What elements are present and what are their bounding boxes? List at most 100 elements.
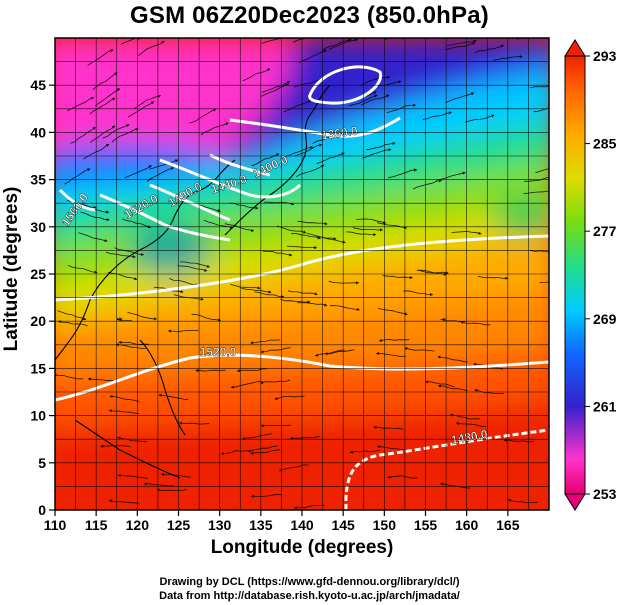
streamline	[329, 305, 361, 312]
y-tick-label: 40	[30, 124, 46, 140]
streamline	[89, 125, 116, 144]
credit-drawing: Drawing by DCL (https://www.gfd-dennou.o…	[159, 576, 460, 588]
streamline	[349, 450, 380, 454]
streamline	[78, 232, 108, 243]
streamline	[230, 380, 261, 389]
streamline	[436, 171, 466, 181]
page-title: GSM 06Z20Dec2023 (850.0hPa)	[130, 2, 489, 29]
colorbar-tick-label: 253	[593, 486, 617, 502]
streamline	[177, 265, 208, 272]
colorbar-tick-label: 285	[593, 136, 617, 152]
streamline	[365, 141, 396, 151]
streamline	[328, 280, 360, 285]
streamline	[322, 38, 352, 50]
streamline	[70, 126, 97, 144]
y-tick-label: 5	[38, 455, 46, 471]
streamline	[460, 320, 491, 326]
streamline	[278, 464, 309, 472]
streamline	[293, 38, 307, 43]
streamline	[535, 168, 549, 174]
colorbar-bottom-arrow	[564, 493, 586, 511]
streamline	[312, 131, 341, 144]
streamline	[291, 233, 322, 240]
streamline	[108, 409, 140, 415]
streamline	[117, 436, 148, 443]
streamline	[87, 377, 119, 383]
contour-label: 1480.0	[450, 427, 489, 447]
streamline	[55, 373, 84, 380]
streamline	[224, 223, 255, 232]
streamline	[375, 351, 407, 358]
y-tick-label: 45	[30, 77, 46, 93]
colorbar-top-arrow	[564, 39, 586, 57]
streamline	[250, 449, 281, 455]
streamline	[230, 284, 261, 290]
streamline	[156, 488, 187, 492]
streamline	[316, 152, 345, 165]
y-tick-label: 15	[30, 360, 46, 376]
y-axis-label: Latitude (degrees)	[1, 186, 22, 352]
x-tick-label: 130	[208, 517, 232, 533]
streamline	[87, 49, 114, 66]
x-tick-label: 150	[373, 517, 397, 533]
streamline	[492, 55, 523, 61]
streamline	[294, 143, 323, 157]
streamline	[412, 179, 443, 190]
streamline	[424, 380, 455, 388]
streamline	[539, 281, 549, 283]
streamline	[241, 433, 272, 441]
streamline	[418, 269, 449, 275]
x-tick-label: 140	[290, 517, 314, 533]
streamline	[261, 38, 283, 44]
streamline	[236, 368, 267, 373]
axis-ticks: 110 115 120 125 130 135 140 145 150 155 160 165 0 5 10…	[30, 77, 519, 533]
streamline	[276, 225, 307, 234]
streamline	[530, 85, 549, 88]
streamline	[180, 261, 211, 268]
streamline	[254, 291, 285, 299]
streamline	[108, 499, 140, 504]
streamline	[169, 278, 199, 287]
coastline	[55, 84, 331, 479]
streamline	[242, 68, 271, 82]
streamline	[404, 347, 435, 352]
streamline	[360, 75, 391, 86]
streamline	[149, 159, 179, 170]
streamline	[378, 307, 408, 316]
streamline	[362, 148, 392, 159]
streamline	[352, 227, 384, 232]
streamline	[474, 44, 504, 54]
streamline	[133, 94, 162, 110]
y-tick-label: 10	[30, 408, 46, 424]
streamline	[373, 425, 404, 430]
streamline	[195, 368, 226, 373]
streamline	[314, 349, 345, 357]
streamline	[111, 127, 139, 143]
streamline	[533, 107, 549, 113]
streamline	[146, 167, 175, 182]
streamline	[57, 310, 87, 321]
streamline	[280, 298, 311, 304]
streamline	[100, 444, 131, 448]
streamline	[127, 312, 158, 321]
streamline	[117, 473, 148, 479]
streamline	[464, 114, 495, 123]
x-tick-label: 160	[455, 517, 479, 533]
streamline	[274, 395, 305, 400]
streamline	[262, 250, 293, 257]
streamline	[57, 320, 88, 327]
streamline	[107, 271, 138, 281]
y-tick-label: 0	[38, 502, 46, 518]
streamline	[298, 49, 327, 63]
streamline	[382, 275, 413, 280]
streamline	[80, 211, 110, 222]
streamline	[530, 249, 549, 253]
streamline	[241, 287, 272, 294]
colorbar-gradient	[564, 55, 586, 495]
streamline	[250, 339, 281, 345]
streamline	[128, 101, 155, 118]
streamline	[114, 247, 145, 257]
x-tick-label: 115	[85, 517, 108, 533]
streamline	[437, 384, 468, 392]
